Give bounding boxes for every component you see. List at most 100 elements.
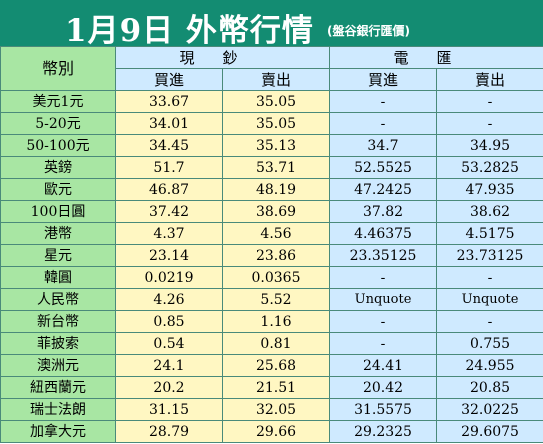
- cash-buy-value: 24.1: [115, 354, 223, 377]
- cash-buy-value: 0.85: [115, 310, 223, 333]
- table-row: 新台幣 0.85 1.16- -: [0, 310, 543, 333]
- table-row: 港幣 4.37 4.56 4.46375 4.5175: [0, 222, 543, 245]
- currency-name: 人民幣: [0, 288, 116, 311]
- wire-buy-value: 20.42: [329, 376, 438, 399]
- cash-buy-value: 46.87: [115, 178, 223, 201]
- cash-sell-value: 0.0365: [221, 266, 331, 289]
- wire-sell-value: 53.2825: [436, 156, 543, 179]
- wire-buy-value: 52.5525: [329, 156, 438, 179]
- wire-buy-value: -: [329, 90, 438, 113]
- wire-buy-value: -: [329, 266, 438, 289]
- wire-sell-value: -: [436, 90, 543, 113]
- table-row: 澳洲元 24.1 25.68 24.41 24.955: [0, 354, 543, 377]
- cash-sell-value: 5.52: [221, 288, 331, 311]
- header-wire: 電匯: [329, 46, 543, 69]
- currency-name: 瑞士法朗: [0, 398, 116, 421]
- table-row: 加拿大元 28.79 29.66 29.2325 29.6075: [0, 420, 543, 443]
- cash-sell-value: 0.81: [221, 332, 331, 355]
- cash-sell-value: 48.19: [221, 178, 331, 201]
- currency-name: 50-100元: [0, 134, 116, 157]
- header-cash-sell: 賣出: [221, 68, 331, 91]
- wire-buy-value: 29.2325: [329, 420, 438, 443]
- cash-buy-value: 4.26: [115, 288, 223, 311]
- cash-sell-value: 25.68: [221, 354, 331, 377]
- table-row: 美元1元 33.67 35.05- -: [0, 90, 543, 113]
- cash-buy-value: 31.15: [115, 398, 223, 421]
- wire-sell-value: 24.955: [436, 354, 543, 377]
- table-row: 英鎊 51.7 53.71 52.5525 53.2825: [0, 156, 543, 179]
- exchange-rate-table: 幣別 現鈔 電匯 買進 賣出 買進 賣出 美元1元 33.67 35.05- -5-2…: [0, 46, 543, 443]
- wire-sell-value: -: [436, 266, 543, 289]
- cash-sell-value: 35.13: [221, 134, 331, 157]
- currency-name: 韓圓: [0, 266, 116, 289]
- wire-buy-value: 23.35125: [329, 244, 438, 267]
- header-wire-buy: 買進: [329, 68, 438, 91]
- header-wire-sell: 賣出: [436, 68, 543, 91]
- wire-buy-value: 37.82: [329, 200, 438, 223]
- table-row: 人民幣 4.26 5.52 Unquote Unquote: [0, 288, 543, 311]
- wire-buy-value: Unquote: [329, 288, 438, 311]
- currency-name: 星元: [0, 244, 116, 267]
- cash-sell-value: 32.05: [221, 398, 331, 421]
- cash-buy-value: 20.2: [115, 376, 223, 399]
- wire-sell-value: -: [436, 112, 543, 135]
- currency-name: 澳洲元: [0, 354, 116, 377]
- table-row: 5-20元 34.01 35.05- -: [0, 112, 543, 135]
- cash-buy-value: 23.14: [115, 244, 223, 267]
- cash-buy-value: 0.54: [115, 332, 223, 355]
- wire-sell-value: 32.0225: [436, 398, 543, 421]
- cash-buy-value: 33.67: [115, 90, 223, 113]
- wire-sell-value: 34.95: [436, 134, 543, 157]
- currency-name: 加拿大元: [0, 420, 116, 443]
- wire-sell-value: 23.73125: [436, 244, 543, 267]
- header-row-group: 幣別 現鈔 電匯: [0, 46, 543, 91]
- wire-sell-value: 29.6075: [436, 420, 543, 443]
- wire-buy-value: 31.5575: [329, 398, 438, 421]
- wire-sell-value: -: [436, 310, 543, 333]
- currency-name: 紐西蘭元: [0, 376, 116, 399]
- header-cash: 現鈔: [114, 46, 331, 69]
- wire-buy-value: 24.41: [329, 354, 438, 377]
- cash-buy-value: 51.7: [115, 156, 223, 179]
- wire-sell-value: 38.62: [436, 200, 543, 223]
- cash-sell-value: 35.05: [221, 112, 331, 135]
- cash-sell-value: 53.71: [221, 156, 331, 179]
- cash-sell-value: 21.51: [221, 376, 331, 399]
- wire-sell-value: 20.85: [436, 376, 543, 399]
- cash-buy-value: 37.42: [115, 200, 223, 223]
- currency-name: 英鎊: [0, 156, 116, 179]
- header-currency: 幣別: [0, 46, 116, 91]
- cash-buy-value: 34.45: [115, 134, 223, 157]
- table-row: 100日圓 37.42 38.69 37.82 38.62: [0, 200, 543, 223]
- table-row: 50-100元 34.45 35.13 34.7 34.95: [0, 134, 543, 157]
- cash-sell-value: 1.16: [221, 310, 331, 333]
- currency-name: 菲披索: [0, 332, 116, 355]
- cash-sell-value: 29.66: [221, 420, 331, 443]
- wire-sell-value: 47.935: [436, 178, 543, 201]
- table-row: 瑞士法朗 31.15 32.05 31.5575 32.0225: [0, 398, 543, 421]
- wire-sell-value: 0.755: [436, 332, 543, 355]
- table-row: 紐西蘭元 20.2 21.51 20.42 20.85: [0, 376, 543, 399]
- header-row-sub: 買進 賣出 買進 賣出: [1, 68, 543, 91]
- table-row: 菲披索 0.54 0.81-0.755: [0, 332, 543, 355]
- currency-name: 100日圓: [0, 200, 116, 223]
- currency-name: 歐元: [0, 178, 116, 201]
- cash-sell-value: 38.69: [221, 200, 331, 223]
- table-row: 歐元 46.87 48.19 47.2425 47.935: [0, 178, 543, 201]
- wire-sell-value: 4.5175: [436, 222, 543, 245]
- cash-buy-value: 0.0219: [115, 266, 223, 289]
- wire-buy-value: 34.7: [329, 134, 438, 157]
- cash-sell-value: 4.56: [221, 222, 331, 245]
- wire-buy-value: -: [329, 332, 438, 355]
- currency-name: 港幣: [0, 222, 116, 245]
- header-cash-buy: 買進: [115, 68, 223, 91]
- cash-buy-value: 28.79: [115, 420, 223, 443]
- wire-buy-value: -: [329, 310, 438, 333]
- currency-name: 美元1元: [0, 90, 116, 113]
- wire-buy-value: -: [329, 112, 438, 135]
- cash-buy-value: 4.37: [115, 222, 223, 245]
- currency-name: 5-20元: [0, 112, 116, 135]
- wire-sell-value: Unquote: [436, 288, 543, 311]
- table-row: 韓圓 0.0219 0.0365- -: [0, 266, 543, 289]
